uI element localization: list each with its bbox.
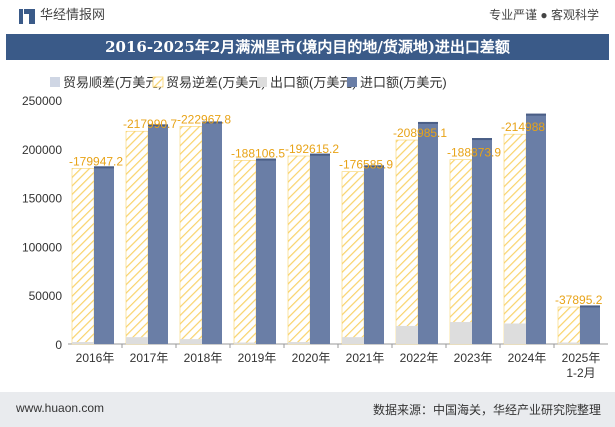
export-bar [180, 339, 202, 344]
import-bar [202, 121, 222, 344]
legend: 贸易顺差(万美元) 贸易逆差(万美元) 出口额(万美元) 进口额(万美元) [50, 75, 447, 90]
x-tick-label: 2018年 [184, 351, 223, 365]
logo-icon [19, 9, 35, 24]
y-tick-label: 200000 [22, 143, 62, 157]
deficit-bar [233, 160, 257, 345]
legend-label: 贸易顺差(万美元) [63, 75, 163, 90]
x-tick-label: 2020年 [292, 351, 331, 365]
import-bar-cap [310, 153, 330, 156]
y-tick-label: 0 [55, 338, 62, 352]
data-label: -217990.7 [123, 117, 177, 131]
import-bar [256, 158, 276, 344]
export-bar [396, 325, 418, 344]
export-bar [450, 322, 472, 344]
import-bar [526, 113, 546, 344]
deficit-bar [125, 130, 149, 345]
data-label: -179947.2 [69, 154, 123, 168]
deficit-bar [449, 159, 473, 345]
y-tick-label: 50000 [29, 289, 63, 303]
import-bar [94, 166, 114, 344]
y-tick-label: 100000 [22, 240, 62, 254]
import-bar-cap [148, 124, 168, 127]
data-label: -214988 [501, 120, 545, 134]
x-tick-label: 2017年 [130, 351, 169, 365]
import-bar-cap [202, 121, 222, 124]
deficit-bar [287, 155, 311, 345]
deficit-bar [503, 133, 527, 345]
import-bar-cap [418, 121, 438, 124]
export-bar [342, 337, 364, 344]
legend-swatch [50, 77, 60, 87]
legend-swatch [347, 77, 357, 87]
footer: www.huaon.com 数据来源：中国海关，华经产业研究院整理 [0, 392, 615, 427]
legend-label: 贸易逆差(万美元) [166, 75, 266, 90]
import-bar [364, 165, 384, 344]
footer-url: www.huaon.com [16, 401, 105, 415]
data-label: -176585.9 [339, 158, 393, 172]
import-bar-cap [256, 158, 276, 161]
x-tick-label: 2025年 [562, 351, 601, 365]
deficit-bar [395, 139, 419, 345]
legend-swatch [152, 76, 164, 88]
export-bar [234, 342, 256, 344]
chart: 贸易顺差(万美元) 贸易逆差(万美元) 出口额(万美元) 进口额(万美元) 0 5000… [22, 75, 608, 380]
footer-source: 数据来源：中国海关，华经产业研究院整理 [372, 403, 601, 417]
y-tick-label: 150000 [22, 192, 62, 206]
x-tick-label: 2023年 [454, 351, 493, 365]
legend-swatch [257, 77, 267, 87]
import-bar-cap [526, 113, 546, 116]
y-tick-label: 250000 [22, 94, 62, 108]
data-label: -192615.2 [285, 142, 339, 156]
export-bar [558, 342, 580, 344]
tagline: 专业严谨 ● 客观科学 [489, 8, 599, 22]
export-bar [126, 337, 148, 344]
x-tick-label: 2019年 [238, 351, 277, 365]
chart-title: 2016-2025年2月满洲里市(境内目的地/货源地)进出口差额 [6, 34, 609, 60]
x-tick-label: 2024年 [508, 351, 547, 365]
legend-label: 进口额(万美元) [360, 75, 447, 90]
import-bar [418, 121, 438, 345]
top-bar: 华经情报网 专业严谨 ● 客观科学 [0, 0, 615, 31]
data-label: -188873.9 [447, 146, 501, 160]
deficit-bar [71, 168, 95, 345]
data-label: -222967.8 [177, 112, 231, 126]
data-label: -37895.2 [555, 293, 603, 307]
brand-name: 华经情报网 [40, 7, 106, 22]
import-bar-cap [364, 165, 384, 168]
import-bar-cap [580, 305, 600, 308]
legend-label: 出口额(万美元) [270, 75, 357, 90]
import-bar [310, 153, 330, 344]
import-bar [580, 305, 600, 344]
x-tick-label: 2016年 [76, 351, 115, 365]
export-bar [504, 323, 526, 344]
deficit-bar [179, 126, 203, 345]
x-tick-label: 1-2月 [566, 366, 595, 380]
import-bar [472, 138, 492, 344]
import-bar-cap [94, 166, 114, 169]
x-tick-label: 2021年 [346, 351, 385, 365]
deficit-bar [341, 171, 365, 345]
data-label: -208985.1 [393, 126, 447, 140]
plot-area: 0 50000 100000 150000 200000 250000 -179947.2 2… [22, 94, 608, 380]
x-tick-label: 2022年 [400, 351, 439, 365]
import-bar [148, 124, 168, 345]
export-bar [288, 342, 310, 344]
export-bar [72, 342, 94, 344]
deficit-bar [557, 306, 581, 345]
import-bar-cap [472, 138, 492, 141]
data-label: -188106.5 [231, 146, 285, 160]
